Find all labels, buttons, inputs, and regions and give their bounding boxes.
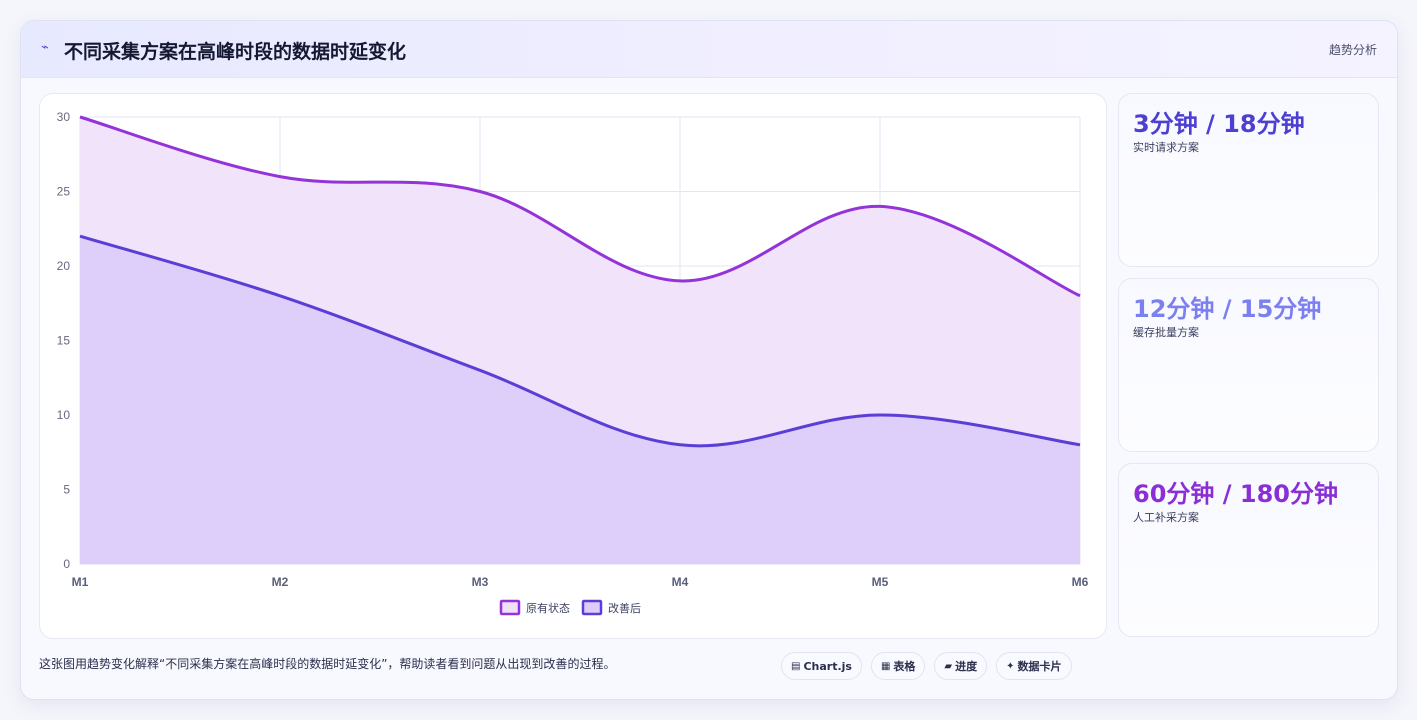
chart-card: ⌁ 不同采集方案在高峰时段的数据时延变化 趋势分析 0 5 10 15 20 25 30 M1…	[20, 20, 1398, 700]
y-tick-label: 0	[63, 557, 70, 571]
chart-panel: 0 5 10 15 20 25 30 M1 M2 M3 M4 M5 M6 原有状态 改善后	[39, 93, 1107, 639]
x-tick-label: M6	[1072, 575, 1089, 589]
metric-value: 3分钟 / 18分钟	[1133, 110, 1305, 138]
metric-label: 实时请求方案	[1133, 141, 1199, 154]
metric-value: 12分钟 / 15分钟	[1133, 295, 1322, 323]
metric-label: 缓存批量方案	[1133, 326, 1199, 339]
x-tick-label: M5	[872, 575, 889, 589]
progress-icon: ▰	[944, 660, 953, 672]
x-tick-label: M1	[72, 575, 89, 589]
trend-analysis-tag[interactable]: 趋势分析	[1328, 43, 1377, 57]
metric-value: 60分钟 / 180分钟	[1133, 480, 1338, 508]
chip-data-card[interactable]: ✦ 数据卡片	[996, 652, 1072, 680]
chart-trend-icon: ⌁	[41, 40, 49, 55]
metric-card-realtime: 3分钟 / 18分钟 实时请求方案	[1118, 93, 1379, 267]
chip-label: Chart.js	[803, 659, 852, 673]
chip-label: 进度	[955, 660, 978, 673]
x-tick-label: M2	[272, 575, 289, 589]
card-header: ⌁ 不同采集方案在高峰时段的数据时延变化 趋势分析	[21, 21, 1397, 78]
chip-table[interactable]: ▦ 表格	[870, 652, 926, 680]
sparkle-icon: ✦	[1006, 660, 1015, 672]
chip-progress[interactable]: ▰ 进度	[934, 652, 988, 680]
y-tick-label: 30	[57, 110, 71, 124]
metric-label: 人工补采方案	[1133, 511, 1199, 524]
chart-description: 这张图用趋势变化解释“不同采集方案在高峰时段的数据时延变化”，帮助读者看到问题从…	[39, 657, 616, 671]
legend-label: 改善后	[608, 601, 641, 615]
y-tick-label: 25	[57, 185, 71, 199]
legend-label: 原有状态	[526, 601, 570, 615]
area-chart: 0 5 10 15 20 25 30 M1 M2 M3 M4 M5 M6 原有状态 改善后	[57, 110, 1089, 616]
legend-swatch	[499, 599, 521, 616]
chip-label: 数据卡片	[1017, 660, 1062, 673]
chart-icon: ▤	[791, 660, 801, 672]
chip-chartjs[interactable]: ▤ Chart.js	[781, 652, 862, 680]
chip-label: 表格	[893, 660, 916, 673]
series-area-2	[80, 236, 1080, 564]
series-line-1	[79, 115, 1081, 298]
y-tick-label: 15	[57, 334, 71, 348]
x-tick-label: M3	[472, 575, 489, 589]
feature-chips: ▤ Chart.js ▦ 表格 ▰ 进度 ✦ 数据卡片	[781, 652, 1072, 680]
y-tick-label: 5	[63, 483, 70, 497]
legend-swatch	[581, 599, 603, 616]
metric-card-manual: 60分钟 / 180分钟 人工补采方案	[1118, 463, 1379, 637]
x-tick-label: M4	[672, 575, 689, 589]
card-title: 不同采集方案在高峰时段的数据时延变化	[64, 41, 407, 63]
metric-card-cache: 12分钟 / 15分钟 缓存批量方案	[1118, 278, 1379, 452]
y-tick-label: 10	[57, 408, 71, 422]
table-icon: ▦	[880, 660, 891, 672]
series-line-2	[79, 234, 1081, 448]
y-tick-label: 20	[57, 259, 71, 273]
